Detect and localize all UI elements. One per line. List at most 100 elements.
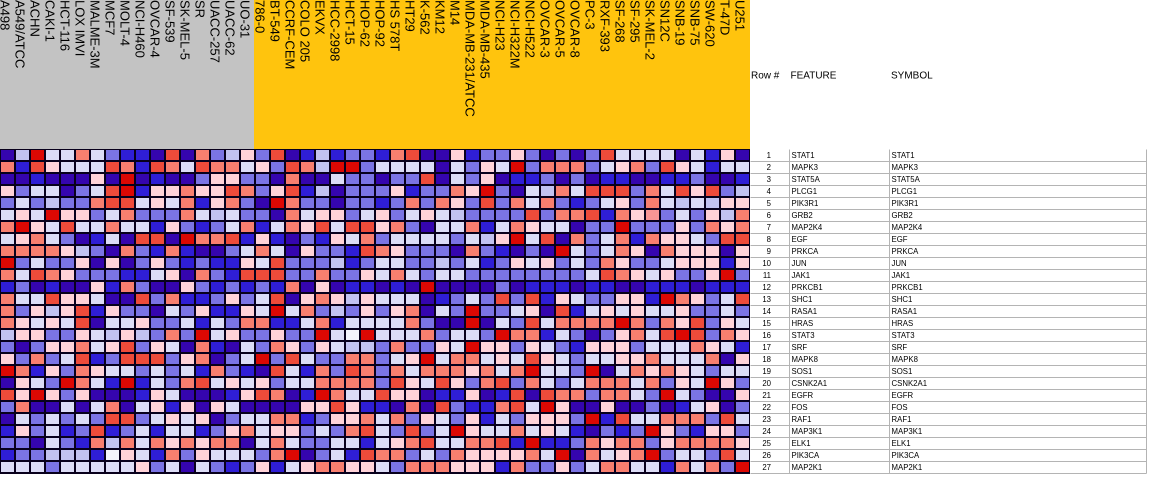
svg-text:MAP2K1: MAP2K1 [892,463,923,472]
svg-text:SN12C: SN12C [658,0,673,42]
svg-text:9: 9 [767,247,771,256]
svg-text:STAT3: STAT3 [792,331,815,340]
svg-text:LOX IMVI: LOX IMVI [73,0,88,56]
svg-text:1: 1 [767,151,771,160]
svg-text:MCF7: MCF7 [103,0,118,35]
svg-text:MAPK3: MAPK3 [792,163,818,172]
svg-text:NCI-H322M: NCI-H322M [508,0,523,69]
svg-text:HRAS: HRAS [792,319,814,328]
svg-text:COLO 205: COLO 205 [298,0,313,62]
svg-text:MDA-MB-231/ATCC: MDA-MB-231/ATCC [463,0,478,117]
svg-text:FOS: FOS [792,403,808,412]
svg-text:SRF: SRF [892,343,908,352]
svg-text:PLCG1: PLCG1 [792,187,818,196]
svg-text:EGFR: EGFR [892,391,914,400]
svg-text:MAP3K1: MAP3K1 [892,427,923,436]
svg-text:SK-MEL-2: SK-MEL-2 [643,0,658,60]
svg-text:ELK1: ELK1 [792,439,811,448]
svg-text:A498: A498 [0,0,13,30]
svg-text:UO-31: UO-31 [238,0,253,38]
svg-text:EGFR: EGFR [792,391,814,400]
svg-text:14: 14 [762,307,771,316]
svg-text:MAP2K4: MAP2K4 [892,223,923,232]
svg-text:OVCAR-5: OVCAR-5 [553,0,568,58]
svg-text:7: 7 [767,223,771,232]
svg-text:MOLT-4: MOLT-4 [118,0,133,46]
svg-text:3: 3 [767,175,771,184]
svg-text:ACHN: ACHN [28,0,43,37]
svg-text:EGF: EGF [792,235,808,244]
svg-text:NCI-H460: NCI-H460 [133,0,148,58]
svg-text:HT29: HT29 [403,0,418,32]
svg-text:MAPK3: MAPK3 [892,163,918,172]
svg-text:MDA-MB-435: MDA-MB-435 [478,0,493,79]
svg-text:15: 15 [762,319,771,328]
svg-text:MAP3K1: MAP3K1 [792,427,823,436]
svg-text:OVCAR-8: OVCAR-8 [568,0,583,58]
svg-text:SOS1: SOS1 [892,367,913,376]
svg-text:OVCAR-3: OVCAR-3 [538,0,553,58]
svg-text:STAT1: STAT1 [892,151,915,160]
svg-text:CSNK2A1: CSNK2A1 [892,379,928,388]
svg-text:UACC-257: UACC-257 [208,0,223,63]
svg-text:SHC1: SHC1 [792,295,813,304]
svg-text:MALME-3M: MALME-3M [88,0,103,69]
svg-text:19: 19 [762,367,771,376]
svg-text:PRKCA: PRKCA [792,247,820,256]
svg-text:EKVX: EKVX [313,0,328,35]
svg-text:STAT1: STAT1 [792,151,815,160]
svg-text:20: 20 [762,379,771,388]
svg-text:8: 8 [767,235,771,244]
svg-text:5: 5 [767,199,772,208]
svg-text:16: 16 [762,331,771,340]
svg-text:PRKCA: PRKCA [892,247,920,256]
svg-text:OVCAR-4: OVCAR-4 [148,0,163,58]
svg-text:UACC-62: UACC-62 [223,0,238,56]
svg-text:SNB-19: SNB-19 [673,0,688,46]
svg-text:SYMBOL: SYMBOL [891,71,933,82]
svg-text:KM12: KM12 [433,0,448,34]
svg-text:SW-620: SW-620 [703,0,718,47]
svg-text:RXF-393: RXF-393 [598,0,613,52]
svg-text:HCC-2998: HCC-2998 [328,0,343,61]
svg-text:26: 26 [762,451,771,460]
svg-text:MAP2K1: MAP2K1 [792,463,823,472]
svg-text:EGF: EGF [892,235,908,244]
svg-text:SR: SR [193,0,208,18]
svg-text:ELK1: ELK1 [892,439,911,448]
svg-text:11: 11 [763,271,771,280]
svg-text:M14: M14 [448,0,463,25]
svg-text:SHC1: SHC1 [892,295,913,304]
svg-text:18: 18 [762,355,771,364]
svg-text:HRAS: HRAS [892,319,914,328]
svg-text:JAK1: JAK1 [792,271,811,280]
svg-text:FOS: FOS [892,403,908,412]
svg-text:MAPK8: MAPK8 [892,355,918,364]
svg-text:A549/ATCC: A549/ATCC [13,0,28,68]
svg-text:4: 4 [767,187,772,196]
svg-text:RAF1: RAF1 [792,415,812,424]
svg-text:6: 6 [767,211,771,220]
svg-text:T-47D: T-47D [718,0,733,35]
svg-text:MAPK8: MAPK8 [792,355,818,364]
svg-text:12: 12 [762,283,771,292]
svg-text:21: 21 [762,391,771,400]
svg-text:RAF1: RAF1 [892,415,912,424]
svg-text:SNB-75: SNB-75 [688,0,703,46]
svg-text:24: 24 [762,427,771,436]
svg-text:10: 10 [762,259,771,268]
svg-text:U251: U251 [733,0,748,31]
svg-text:HOP-62: HOP-62 [358,0,373,47]
svg-text:SK-MEL-5: SK-MEL-5 [178,0,193,60]
svg-text:PIK3CA: PIK3CA [792,451,821,460]
svg-text:27: 27 [762,463,771,472]
svg-text:PLCG1: PLCG1 [892,187,918,196]
svg-text:JUN: JUN [892,259,907,268]
svg-text:K-562: K-562 [418,0,433,35]
svg-text:PIK3R1: PIK3R1 [892,199,919,208]
svg-text:PRKCB1: PRKCB1 [792,283,823,292]
svg-text:JAK1: JAK1 [892,271,911,280]
svg-text:13: 13 [762,295,771,304]
svg-text:HCT-116: HCT-116 [58,0,73,51]
svg-text:23: 23 [762,415,771,424]
